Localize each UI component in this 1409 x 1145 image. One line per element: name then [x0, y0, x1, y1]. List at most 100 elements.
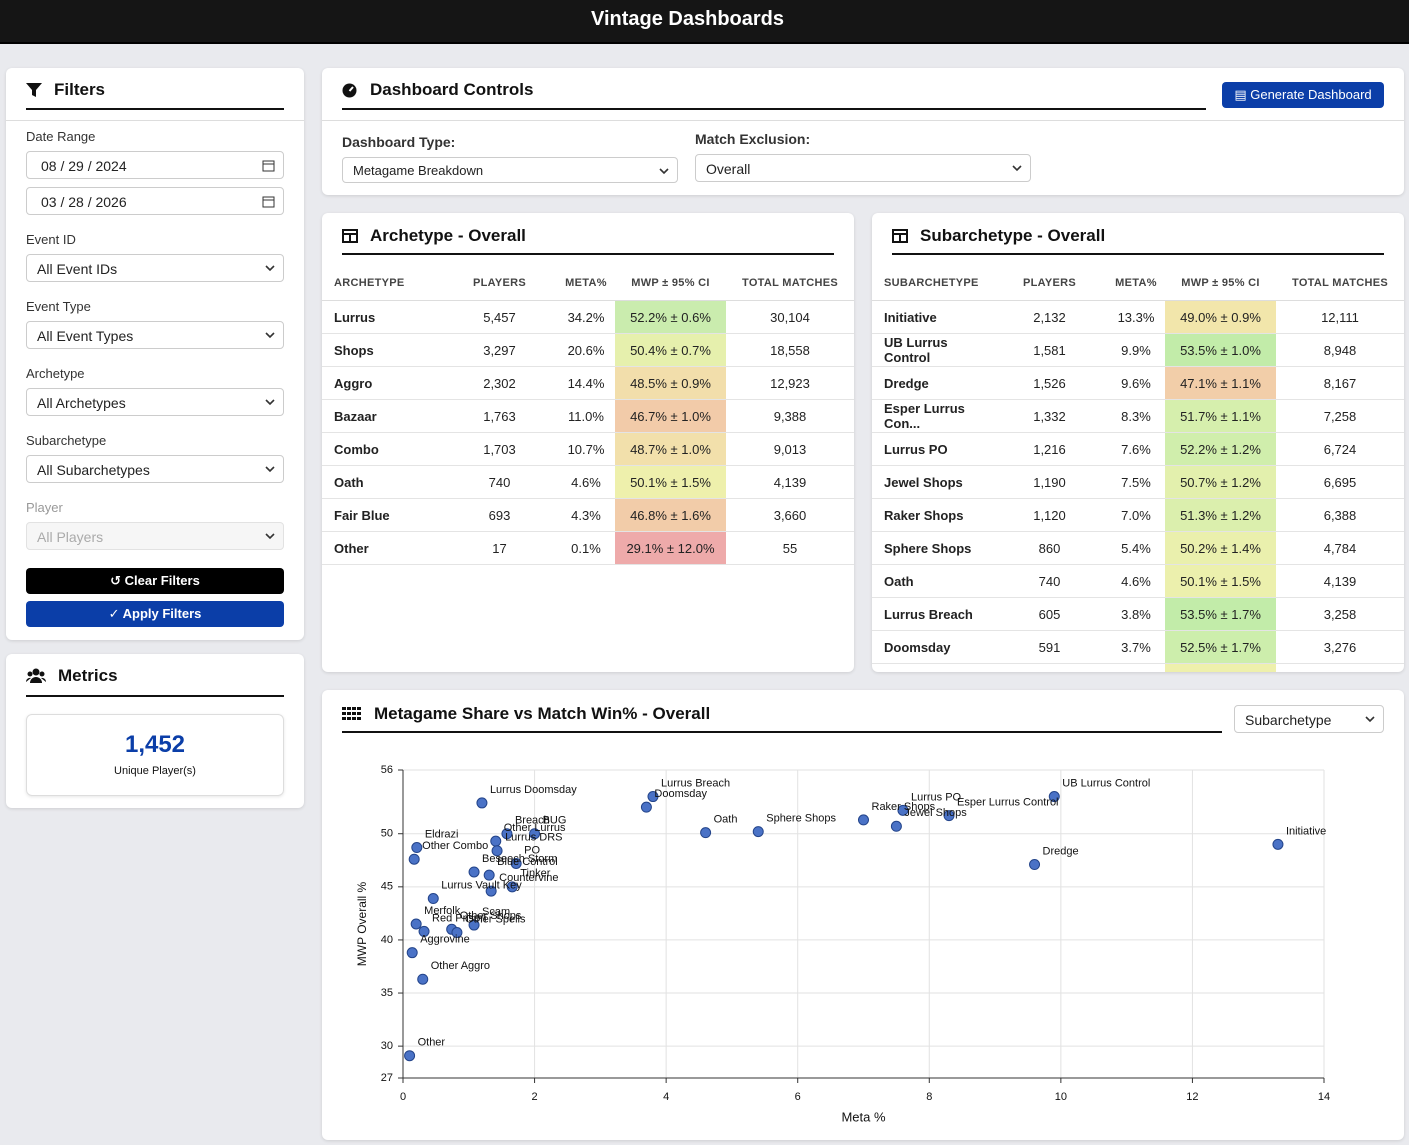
event-type-select[interactable]: All Event Types: [26, 321, 284, 349]
point-label: Blue Control: [497, 856, 558, 868]
controls-title: Dashboard Controls: [370, 80, 534, 99]
app-title: Vintage Dashboards: [590, 8, 785, 30]
table-cell: 313: [992, 663, 1107, 672]
point: [408, 853, 420, 865]
mwp-cell: 48.7% ± 1.0%: [615, 432, 726, 466]
column-header: SUBARCHETYPE: [872, 265, 992, 301]
point: [417, 973, 429, 985]
table-cell: Lurrus Breach: [872, 597, 992, 631]
table-icon: [892, 229, 908, 243]
table-cell: 3.7%: [1107, 630, 1165, 664]
column-header: META%: [1107, 265, 1165, 301]
table-cell: Aggro: [322, 366, 442, 400]
table-cell: 1,703: [442, 432, 557, 466]
table-cell: Raker Shops: [872, 498, 992, 532]
table-cell: 6,695: [1276, 465, 1404, 499]
field-label: Player: [26, 500, 63, 515]
table-cell: 30,104: [726, 300, 854, 334]
field-label: Event ID: [26, 232, 76, 247]
point: [411, 842, 423, 854]
table-cell: 1,332: [992, 399, 1107, 433]
table-cell: 5.4%: [1107, 531, 1165, 565]
table-cell: 4.6%: [557, 465, 615, 499]
x-tick-label: 6: [795, 1091, 801, 1103]
point-label: Doomsday: [654, 788, 707, 800]
match-exclusion-select[interactable]: Overall: [695, 154, 1031, 182]
event-id-select[interactable]: All Event IDs: [26, 254, 284, 282]
date-input[interactable]: 08 / 29 / 2024: [26, 151, 284, 179]
chart-group-select[interactable]: Subarchetype: [1234, 705, 1384, 733]
dashboard-type-select[interactable]: Metagame Breakdown: [342, 157, 678, 183]
divider: [342, 108, 1206, 110]
chevron: [265, 466, 275, 473]
clear-button[interactable]: ↺ Clear Filters: [26, 568, 284, 594]
table-wrap: SUBARCHETYPE PLAYERS META% MWP ± 95% CI TOTA…: [872, 265, 1404, 672]
table-cell: 0.1%: [557, 531, 615, 565]
table-title: Subarchetype - Overall: [920, 226, 1106, 245]
point-label: Raker Shops: [872, 801, 936, 813]
point: [485, 885, 497, 897]
point: [510, 857, 522, 869]
column-header: ARCHETYPE: [322, 265, 442, 301]
point-label: Countervine: [499, 872, 558, 884]
table-cell: 1,741: [1276, 663, 1404, 672]
divider: [26, 108, 284, 110]
player-select: All Players: [26, 522, 284, 550]
point-label: Esper Lurrus Control: [957, 797, 1059, 809]
table-cell: 20.6%: [557, 333, 615, 367]
divider: [892, 253, 1384, 255]
point: [490, 835, 502, 847]
table-cell: 6,388: [1276, 498, 1404, 532]
table-cell: 2,132: [992, 300, 1107, 334]
header-row: ARCHETYPE PLAYERS META% MWP ± 95% CI TOTAL M…: [322, 265, 854, 301]
archetype-select[interactable]: All Archetypes: [26, 388, 284, 416]
select-value: Subarchetype: [1245, 712, 1332, 728]
date-value: 03 / 28 / 2026: [41, 194, 127, 210]
chevron: [265, 332, 275, 339]
button-label: Clear Filters: [124, 573, 200, 588]
y-tick-label: 40: [381, 934, 393, 946]
date-input[interactable]: 03 / 28 / 2026: [26, 187, 284, 215]
point: [483, 869, 495, 881]
table-cell: 10.7%: [557, 432, 615, 466]
point-label: Other Aggro: [431, 960, 490, 972]
point: [640, 801, 652, 813]
table-cell: 7,258: [1276, 399, 1404, 433]
point: [410, 918, 422, 930]
table-cell: 1,581: [992, 333, 1107, 367]
point-label: Beseech Storm: [482, 853, 557, 865]
button-label: Apply Filters: [122, 606, 202, 621]
table-row: Bazaar 1,763 11.0% 46.7% ± 1.0% 9,388: [322, 399, 854, 433]
table-cell: 3.8%: [1107, 597, 1165, 631]
table-cell: 4,139: [1276, 564, 1404, 598]
table-cell: 860: [992, 531, 1107, 565]
point-label: Scam: [482, 906, 510, 918]
point-label: Lurrus DRS: [505, 832, 562, 844]
table-row: Oath 740 4.6% 50.1% ± 1.5% 4,139: [872, 564, 1404, 598]
table-cell: Initiative: [872, 300, 992, 334]
table-cell: Combo: [322, 432, 442, 466]
point: [897, 804, 909, 816]
generate-button[interactable]: ▤ Generate Dashboard: [1222, 82, 1384, 108]
table-cell: 17: [442, 531, 557, 565]
chevron: [659, 168, 669, 175]
column-header: PLAYERS: [992, 265, 1107, 301]
table-cell: Oath: [322, 465, 442, 499]
table-cell: 9.9%: [1107, 333, 1165, 367]
field-label: Archetype: [26, 366, 85, 381]
table-cell: Fair Blue: [322, 498, 442, 532]
point-label: Lurrus Doomsday: [490, 784, 577, 796]
table-cell: 55: [726, 531, 854, 565]
column-header: META%: [557, 265, 615, 301]
mwp-cell: 53.5% ± 1.0%: [1165, 333, 1276, 367]
select-value: Overall: [706, 161, 751, 177]
point-label: BUG: [543, 815, 567, 827]
select-value: All Event IDs: [37, 261, 118, 277]
table-cell: 4,784: [1276, 531, 1404, 565]
apply-button[interactable]: ✓ Apply Filters: [26, 601, 284, 627]
archetype-card: ARCHETYPE PLAYERS META% MWP ± 95% CI TOTAL M…: [322, 213, 854, 672]
subarchetype-select[interactable]: All Subarchetypes: [26, 455, 284, 483]
point-label: Eldrazi: [425, 828, 459, 840]
mwp-cell: 51.7% ± 1.1%: [1165, 399, 1276, 433]
point: [752, 826, 764, 838]
